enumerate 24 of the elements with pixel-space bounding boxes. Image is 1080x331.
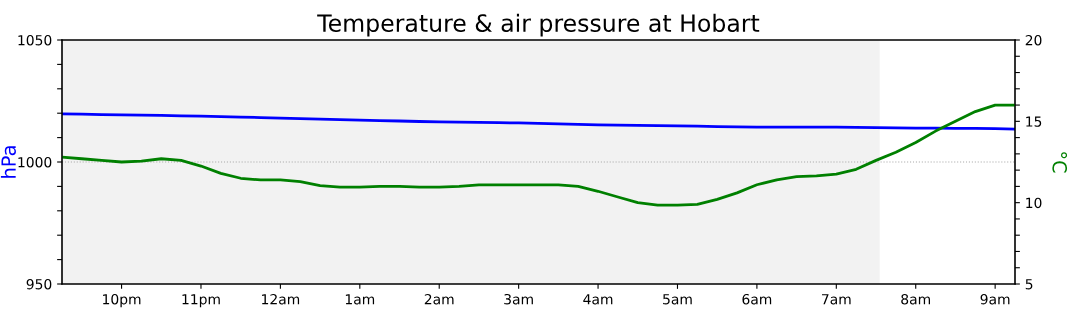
y-tick-label: 950 [26,278,52,290]
y2-axis-title: °C [1052,152,1068,173]
y2-tick-label: 15 [1026,116,1042,127]
y-axis-title: hPa [0,146,16,178]
x-tick-label: 2am [424,293,454,305]
y2-tick-label: 5 [1025,279,1033,290]
y-tick-label: 1000 [18,156,52,168]
y-tick-label: 1050 [18,34,52,46]
x-tick-label: 12am [262,293,300,305]
line-series [62,112,1015,131]
x-tick-label: 3am [504,293,533,305]
x-tick-label: 6am [742,293,772,305]
x-tick-label: 5am [663,294,692,305]
x-tick-label: 11pm [182,294,220,308]
x-tick-label: 7am [822,294,851,305]
x-tick-label: 4am [583,294,613,305]
y2-tick-label: 20 [1025,34,1042,46]
chart-title: Temperature & air pressure at Hobart [317,13,760,37]
line-series [62,103,1015,207]
y2-tick-label: 10 [1026,197,1042,209]
x-tick-label: 1am [345,294,375,305]
x-tick-label: 10pm [103,293,141,308]
x-tick-label: 8am [901,293,930,305]
x-tick-label: 9am [980,293,1010,305]
